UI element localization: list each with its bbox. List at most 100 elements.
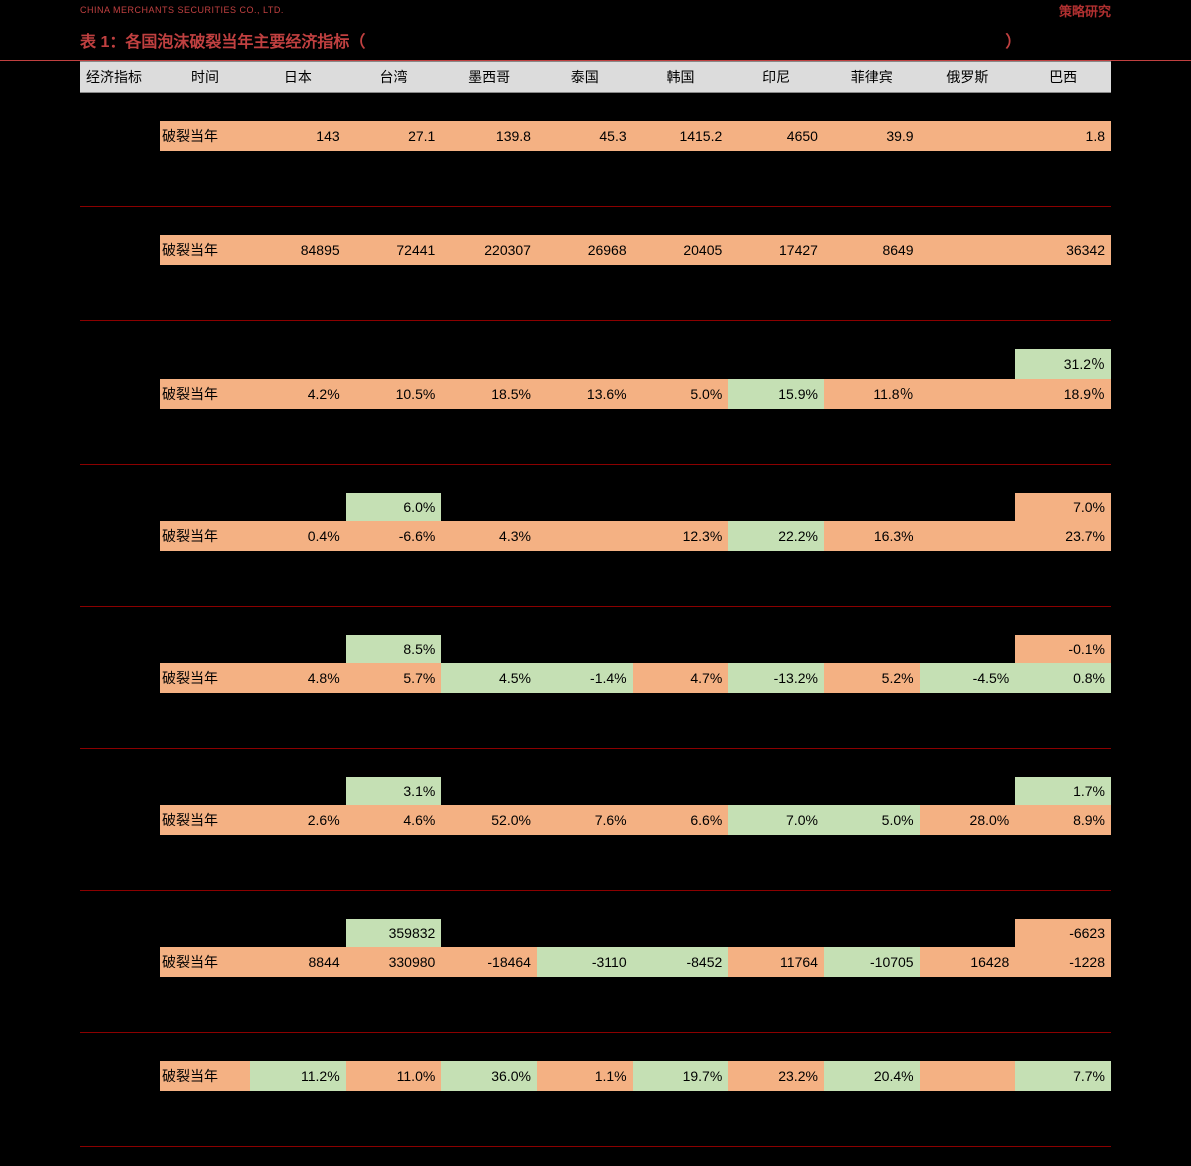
value-cell xyxy=(250,919,346,947)
time-cell xyxy=(160,635,250,663)
value-cell: -4.5% xyxy=(920,663,1016,693)
value-cell: -6623 xyxy=(1015,919,1111,947)
time-cell: 破裂当年 xyxy=(160,235,250,265)
value-cell: 4.7% xyxy=(633,663,729,693)
value-cell xyxy=(537,349,633,379)
gap-row xyxy=(80,607,1111,635)
indicator-cell xyxy=(80,1061,160,1091)
value-cell xyxy=(537,635,633,663)
value-cell: 7.0% xyxy=(728,805,824,835)
value-cell: 5.0% xyxy=(824,805,920,835)
report-page: CHINA MERCHANTS SECURITIES CO., LTD. 策略研… xyxy=(0,0,1191,1147)
indicator-cell xyxy=(80,947,160,977)
value-cell: 5.0% xyxy=(633,379,729,409)
value-cell: 4.3% xyxy=(441,521,537,551)
value-cell xyxy=(441,919,537,947)
value-cell: 1.1% xyxy=(537,1061,633,1091)
pre-row-loan_growth: 6.0%7.0% xyxy=(80,493,1111,521)
value-cell: -8452 xyxy=(633,947,729,977)
value-cell: 20405 xyxy=(633,235,729,265)
gap-row xyxy=(80,749,1111,777)
pre-row-current_account: 359832 -6623 xyxy=(80,919,1111,947)
value-cell: 11764 xyxy=(728,947,824,977)
value-cell: 1.8 xyxy=(1015,121,1111,151)
value-cell: -10705 xyxy=(824,947,920,977)
value-cell: 220307 xyxy=(441,235,537,265)
col-time: 时间 xyxy=(160,62,250,93)
value-cell: 26968 xyxy=(537,235,633,265)
value-cell: 11.8％ xyxy=(824,379,920,409)
value-cell: 3.1% xyxy=(346,777,442,805)
value-cell: 15.9% xyxy=(728,379,824,409)
indicator-cell xyxy=(80,493,160,521)
value-cell: -6.6% xyxy=(346,521,442,551)
value-cell xyxy=(441,349,537,379)
value-cell: 11.0% xyxy=(346,1061,442,1091)
gap-row xyxy=(80,93,1111,121)
value-cell xyxy=(441,635,537,663)
value-cell xyxy=(920,235,1016,265)
gap-row xyxy=(80,151,1111,179)
col-thailand: 泰国 xyxy=(537,62,633,93)
value-cell: 4.6% xyxy=(346,805,442,835)
value-cell: 5.2% xyxy=(824,663,920,693)
value-cell: 1415.2 xyxy=(633,121,729,151)
gap-row xyxy=(80,693,1111,721)
value-cell: 4650 xyxy=(728,121,824,151)
value-cell xyxy=(824,919,920,947)
crash-row-loan_growth: 破裂当年0.4%-6.6%4.3%12.3%22.2%16.3%23.7% xyxy=(80,521,1111,551)
value-cell: 36.0% xyxy=(441,1061,537,1091)
value-cell: 139.8 xyxy=(441,121,537,151)
value-cell: 31.2％ xyxy=(1015,349,1111,379)
indicator-cell xyxy=(80,635,160,663)
separator-row xyxy=(80,579,1111,607)
value-cell: 72441 xyxy=(346,235,442,265)
value-cell: 1.7% xyxy=(1015,777,1111,805)
value-cell: 28.0% xyxy=(920,805,1016,835)
indicator-cell xyxy=(80,349,160,379)
value-cell: 23.7% xyxy=(1015,521,1111,551)
indicator-cell xyxy=(80,521,160,551)
value-cell: 39.9 xyxy=(824,121,920,151)
value-cell: 84895 xyxy=(250,235,346,265)
top-right-label: 策略研究 xyxy=(1059,1,1111,20)
value-cell xyxy=(824,349,920,379)
separator-row xyxy=(80,863,1111,891)
value-cell: 7.6% xyxy=(537,805,633,835)
value-cell: -3110 xyxy=(537,947,633,977)
title-text: 各国泡沫破裂当年主要经济指标（ xyxy=(125,34,365,51)
value-cell: 0.4% xyxy=(250,521,346,551)
value-cell: -1228 xyxy=(1015,947,1111,977)
value-cell: 2.6% xyxy=(250,805,346,835)
table-body: 破裂当年14327.1139.845.31415.2465039.91.8 破裂… xyxy=(80,93,1111,1147)
time-cell xyxy=(160,349,250,379)
value-cell xyxy=(920,521,1016,551)
value-cell: 20.4% xyxy=(824,1061,920,1091)
value-cell xyxy=(728,919,824,947)
value-cell: 12.3% xyxy=(633,521,729,551)
value-cell: 4.8% xyxy=(250,663,346,693)
value-cell: 359832 xyxy=(346,919,442,947)
gap-row xyxy=(80,891,1111,919)
gap-row xyxy=(80,321,1111,349)
indicator-cell xyxy=(80,805,160,835)
separator-row xyxy=(80,1119,1111,1147)
value-cell: 27.1 xyxy=(346,121,442,151)
value-cell xyxy=(920,777,1016,805)
value-cell: 10.5% xyxy=(346,379,442,409)
value-cell xyxy=(824,493,920,521)
col-japan: 日本 xyxy=(250,62,346,93)
value-cell xyxy=(633,635,729,663)
value-cell xyxy=(633,777,729,805)
indicator-cell xyxy=(80,663,160,693)
value-cell: 16428 xyxy=(920,947,1016,977)
value-cell xyxy=(824,635,920,663)
time-cell xyxy=(160,777,250,805)
indicator-cell xyxy=(80,235,160,265)
value-cell xyxy=(633,919,729,947)
crash-row-m2_growth: 破裂当年4.2%10.5%18.5%13.6%5.0%15.9%11.8％18.… xyxy=(80,379,1111,409)
time-cell xyxy=(160,919,250,947)
header-bar: CHINA MERCHANTS SECURITIES CO., LTD. 策略研… xyxy=(0,0,1191,20)
crash-row-cpi: 破裂当年2.6%4.6%52.0%7.6%6.6%7.0%5.0%28.0%8.… xyxy=(80,805,1111,835)
value-cell xyxy=(920,635,1016,663)
